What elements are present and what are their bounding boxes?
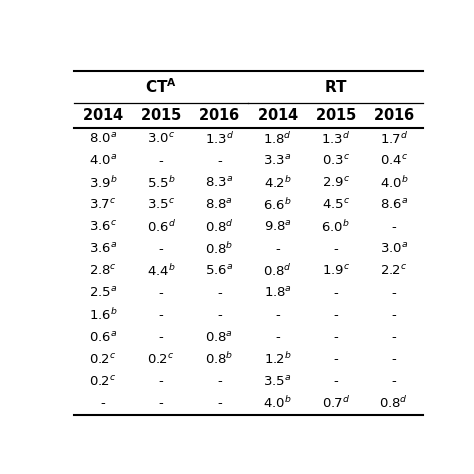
Text: -: - bbox=[217, 375, 222, 388]
Text: $\mathbf{2014}$: $\mathbf{2014}$ bbox=[256, 107, 299, 123]
Text: -: - bbox=[217, 287, 222, 300]
Text: 8.8$^{a}$: 8.8$^{a}$ bbox=[205, 198, 233, 212]
Text: 3.0$^{c}$: 3.0$^{c}$ bbox=[147, 132, 175, 146]
Text: 4.0$^{b}$: 4.0$^{b}$ bbox=[263, 396, 292, 411]
Text: 0.3$^{c}$: 0.3$^{c}$ bbox=[321, 154, 350, 168]
Text: 1.3$^{d}$: 1.3$^{d}$ bbox=[205, 131, 234, 147]
Text: 1.3$^{d}$: 1.3$^{d}$ bbox=[321, 131, 350, 147]
Text: -: - bbox=[159, 397, 164, 410]
Text: -: - bbox=[392, 221, 396, 234]
Text: 4.5$^{c}$: 4.5$^{c}$ bbox=[321, 198, 350, 212]
Text: 0.8$^{d}$: 0.8$^{d}$ bbox=[263, 264, 292, 279]
Text: 3.5$^{c}$: 3.5$^{c}$ bbox=[147, 198, 175, 212]
Text: 3.5$^{a}$: 3.5$^{a}$ bbox=[264, 374, 292, 389]
Text: 2.9$^{c}$: 2.9$^{c}$ bbox=[321, 176, 350, 190]
Text: $\mathbf{2014}$: $\mathbf{2014}$ bbox=[82, 107, 124, 123]
Text: -: - bbox=[333, 331, 338, 344]
Text: -: - bbox=[333, 353, 338, 366]
Text: 3.6$^{c}$: 3.6$^{c}$ bbox=[89, 220, 117, 234]
Text: 4.2$^{b}$: 4.2$^{b}$ bbox=[264, 175, 292, 191]
Text: 8.3$^{a}$: 8.3$^{a}$ bbox=[205, 176, 234, 190]
Text: 0.4$^{c}$: 0.4$^{c}$ bbox=[380, 154, 408, 168]
Text: -: - bbox=[217, 309, 222, 322]
Text: 3.7$^{c}$: 3.7$^{c}$ bbox=[90, 198, 117, 212]
Text: 4.4$^{b}$: 4.4$^{b}$ bbox=[147, 264, 175, 279]
Text: $\mathbf{2016}$: $\mathbf{2016}$ bbox=[373, 107, 415, 123]
Text: 3.9$^{b}$: 3.9$^{b}$ bbox=[89, 175, 118, 191]
Text: -: - bbox=[275, 243, 280, 256]
Text: 0.2$^{c}$: 0.2$^{c}$ bbox=[89, 353, 117, 366]
Text: -: - bbox=[333, 375, 338, 388]
Text: -: - bbox=[159, 287, 164, 300]
Text: -: - bbox=[333, 309, 338, 322]
Text: 0.8$^{d}$: 0.8$^{d}$ bbox=[205, 219, 234, 235]
Text: -: - bbox=[159, 375, 164, 388]
Text: -: - bbox=[392, 353, 396, 366]
Text: -: - bbox=[217, 397, 222, 410]
Text: $\mathbf{RT}$: $\mathbf{RT}$ bbox=[324, 79, 348, 95]
Text: 9.8$^{a}$: 9.8$^{a}$ bbox=[264, 220, 292, 234]
Text: -: - bbox=[333, 287, 338, 300]
Text: 0.6$^{a}$: 0.6$^{a}$ bbox=[89, 330, 117, 345]
Text: 0.6$^{d}$: 0.6$^{d}$ bbox=[146, 219, 176, 235]
Text: 8.0$^{a}$: 8.0$^{a}$ bbox=[89, 132, 117, 146]
Text: 0.8$^{d}$: 0.8$^{d}$ bbox=[380, 396, 408, 411]
Text: $\mathbf{2015}$: $\mathbf{2015}$ bbox=[315, 107, 356, 123]
Text: 4.0$^{b}$: 4.0$^{b}$ bbox=[380, 175, 408, 191]
Text: $\mathbf{2016}$: $\mathbf{2016}$ bbox=[199, 107, 240, 123]
Text: 0.8$^{a}$: 0.8$^{a}$ bbox=[205, 330, 233, 345]
Text: -: - bbox=[159, 331, 164, 344]
Text: 1.2$^{b}$: 1.2$^{b}$ bbox=[264, 352, 292, 367]
Text: -: - bbox=[333, 243, 338, 256]
Text: -: - bbox=[392, 287, 396, 300]
Text: 6.0$^{b}$: 6.0$^{b}$ bbox=[321, 219, 350, 235]
Text: 3.3$^{a}$: 3.3$^{a}$ bbox=[264, 154, 292, 168]
Text: 2.2$^{c}$: 2.2$^{c}$ bbox=[380, 264, 408, 278]
Text: -: - bbox=[275, 309, 280, 322]
Text: 0.2$^{c}$: 0.2$^{c}$ bbox=[89, 374, 117, 389]
Text: -: - bbox=[275, 331, 280, 344]
Text: $\mathbf{2015}$: $\mathbf{2015}$ bbox=[140, 107, 182, 123]
Text: 0.8$^{b}$: 0.8$^{b}$ bbox=[205, 352, 234, 367]
Text: 1.6$^{b}$: 1.6$^{b}$ bbox=[89, 308, 118, 323]
Text: 5.6$^{a}$: 5.6$^{a}$ bbox=[205, 264, 234, 278]
Text: -: - bbox=[392, 375, 396, 388]
Text: -: - bbox=[159, 243, 164, 256]
Text: 1.7$^{d}$: 1.7$^{d}$ bbox=[380, 131, 408, 147]
Text: 2.5$^{a}$: 2.5$^{a}$ bbox=[89, 286, 117, 301]
Text: 5.5$^{b}$: 5.5$^{b}$ bbox=[147, 175, 175, 191]
Text: -: - bbox=[392, 309, 396, 322]
Text: 1.8$^{d}$: 1.8$^{d}$ bbox=[263, 131, 292, 147]
Text: 0.7$^{d}$: 0.7$^{d}$ bbox=[322, 396, 350, 411]
Text: 6.6$^{b}$: 6.6$^{b}$ bbox=[263, 197, 292, 213]
Text: 3.6$^{a}$: 3.6$^{a}$ bbox=[89, 242, 117, 256]
Text: 1.9$^{c}$: 1.9$^{c}$ bbox=[321, 264, 350, 278]
Text: 1.8$^{a}$: 1.8$^{a}$ bbox=[264, 286, 292, 301]
Text: -: - bbox=[217, 155, 222, 168]
Text: 0.8$^{b}$: 0.8$^{b}$ bbox=[205, 241, 234, 257]
Text: 2.8$^{c}$: 2.8$^{c}$ bbox=[89, 264, 117, 278]
Text: 8.6$^{a}$: 8.6$^{a}$ bbox=[380, 198, 408, 212]
Text: -: - bbox=[159, 155, 164, 168]
Text: -: - bbox=[159, 309, 164, 322]
Text: 4.0$^{a}$: 4.0$^{a}$ bbox=[89, 154, 117, 168]
Text: 0.2$^{c}$: 0.2$^{c}$ bbox=[147, 353, 175, 366]
Text: -: - bbox=[392, 331, 396, 344]
Text: 3.0$^{a}$: 3.0$^{a}$ bbox=[380, 242, 408, 256]
Text: -: - bbox=[100, 397, 105, 410]
Text: $\mathbf{CT}^{\mathbf{A}}$: $\mathbf{CT}^{\mathbf{A}}$ bbox=[145, 78, 177, 96]
